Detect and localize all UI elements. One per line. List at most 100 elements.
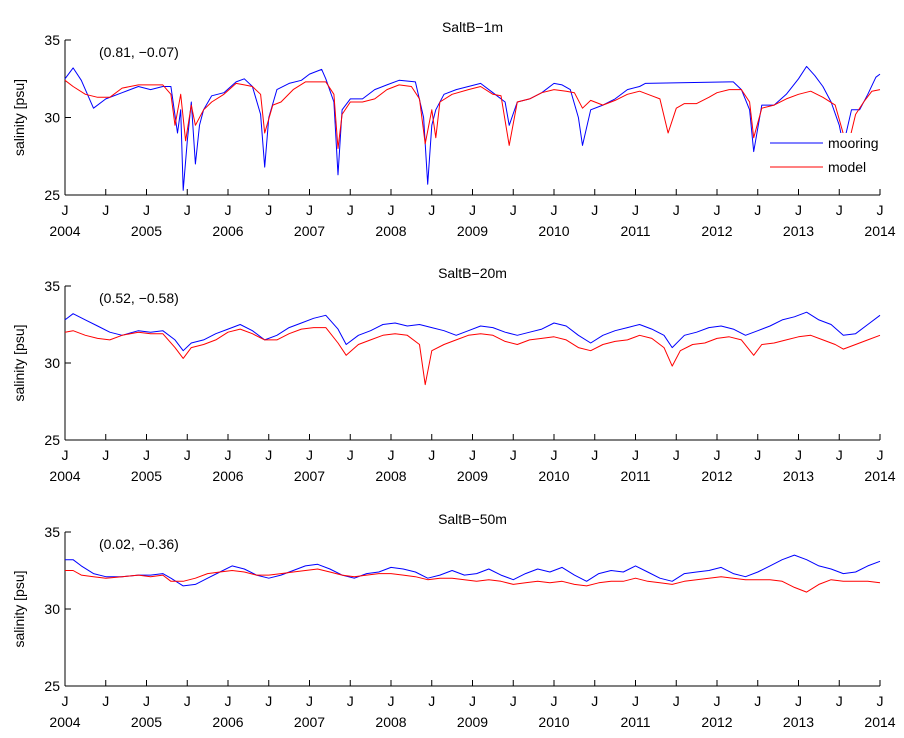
x-year-label: 2006 <box>212 714 243 730</box>
series-line-mooring <box>65 554 881 587</box>
x-tick-label: J <box>388 693 395 709</box>
x-year-label: 2010 <box>538 468 569 484</box>
x-year-label: 2008 <box>375 223 406 239</box>
x-tick-label: J <box>225 202 232 218</box>
x-tick-label: J <box>795 202 802 218</box>
y-tick-label: 30 <box>44 601 60 617</box>
x-tick-label: J <box>836 693 843 709</box>
x-tick-label: J <box>102 447 109 463</box>
x-year-label: 2007 <box>294 714 325 730</box>
x-tick-label: J <box>265 202 272 218</box>
x-tick-label: J <box>143 693 150 709</box>
x-tick-label: J <box>347 202 354 218</box>
x-year-label: 2005 <box>131 714 162 730</box>
x-tick-label: J <box>102 202 109 218</box>
stats-annotation: (0.52, −0.58) <box>99 290 179 306</box>
x-tick-label: J <box>347 447 354 463</box>
x-tick-label: J <box>551 693 558 709</box>
x-tick-label: J <box>388 202 395 218</box>
x-year-label: 2011 <box>620 714 650 730</box>
x-tick-label: J <box>877 447 884 463</box>
x-tick-label: J <box>143 447 150 463</box>
x-year-label: 2012 <box>701 223 732 239</box>
x-tick-label: J <box>673 447 680 463</box>
legend: mooring model <box>765 133 880 185</box>
x-year-label: 2009 <box>457 223 488 239</box>
x-year-label: 2008 <box>375 714 406 730</box>
x-year-label: 2004 <box>49 714 80 730</box>
x-tick-label: J <box>469 693 476 709</box>
x-tick-label: J <box>877 202 884 218</box>
x-year-label: 2005 <box>131 468 162 484</box>
chart-panel-1: SaltB−1m salinity [psu] 25 30 35 J J J J J J J J J J J J… <box>11 19 896 239</box>
x-year-label: 2004 <box>49 468 80 484</box>
x-tick-label: J <box>184 693 191 709</box>
y-tick-label: 25 <box>44 432 60 448</box>
x-tick-label: J <box>632 693 639 709</box>
x-tick-label: J <box>225 447 232 463</box>
x-tick-label: J <box>591 693 598 709</box>
x-tick-label: J <box>265 447 272 463</box>
x-tick-label: J <box>265 693 272 709</box>
x-tick-label: J <box>714 693 721 709</box>
x-tick-label: J <box>754 202 761 218</box>
chart-title: SaltB−20m <box>438 265 507 281</box>
x-year-label: 2007 <box>294 223 325 239</box>
x-tick-label: J <box>388 447 395 463</box>
series-line-model <box>64 327 881 386</box>
x-tick-label: J <box>591 202 598 218</box>
chart-title: SaltB−50m <box>438 511 507 527</box>
x-tick-label: J <box>510 693 517 709</box>
legend-box <box>765 133 880 185</box>
series-line-model <box>64 79 881 149</box>
stats-annotation: (0.02, −0.36) <box>99 536 179 552</box>
stats-annotation: (0.81, −0.07) <box>99 44 179 60</box>
x-tick-label: J <box>673 202 680 218</box>
x-year-label: 2006 <box>212 468 243 484</box>
chart-title: SaltB−1m <box>442 19 503 35</box>
x-year-label: 2014 <box>864 468 895 484</box>
legend-label: model <box>828 159 866 175</box>
y-tick-label: 30 <box>44 355 60 371</box>
x-tick-label: J <box>62 693 69 709</box>
x-year-label: 2012 <box>701 468 732 484</box>
x-tick-label: J <box>428 202 435 218</box>
series-line-model <box>65 568 881 593</box>
x-year-label: 2005 <box>131 223 162 239</box>
x-tick-label: J <box>510 447 517 463</box>
x-tick-label: J <box>62 202 69 218</box>
x-tick-label: J <box>102 693 109 709</box>
x-tick-label: J <box>306 693 313 709</box>
x-tick-label: J <box>306 447 313 463</box>
x-tick-label: J <box>877 693 884 709</box>
x-tick-label: J <box>428 693 435 709</box>
y-tick-label: 35 <box>44 278 60 294</box>
x-tick-label: J <box>62 447 69 463</box>
y-axis-label: salinity [psu] <box>11 324 27 401</box>
x-tick-label: J <box>347 693 354 709</box>
x-tick-label: J <box>469 447 476 463</box>
x-year-label: 2012 <box>701 714 732 730</box>
y-tick-label: 35 <box>44 524 60 540</box>
x-tick-label: J <box>714 202 721 218</box>
x-year-label: 2014 <box>864 223 895 239</box>
series-line-mooring <box>64 311 881 352</box>
x-year-label: 2007 <box>294 468 325 484</box>
x-year-label: 2010 <box>538 223 569 239</box>
x-year-label: 2014 <box>864 714 895 730</box>
x-tick-label: J <box>591 447 598 463</box>
x-tick-label: J <box>551 447 558 463</box>
x-tick-label: J <box>428 447 435 463</box>
x-tick-label: J <box>306 202 313 218</box>
x-year-label: 2013 <box>783 468 814 484</box>
y-tick-label: 35 <box>44 32 60 48</box>
x-tick-label: J <box>836 202 843 218</box>
x-tick-label: J <box>469 202 476 218</box>
chart-panel-3: SaltB−50m salinity [psu] 25 30 35 J J J J J J J J J J J… <box>11 511 896 730</box>
x-year-label: 2009 <box>457 468 488 484</box>
x-tick-label: J <box>673 693 680 709</box>
y-tick-label: 30 <box>44 110 60 126</box>
x-year-label: 2011 <box>620 223 650 239</box>
x-year-label: 2011 <box>620 468 650 484</box>
